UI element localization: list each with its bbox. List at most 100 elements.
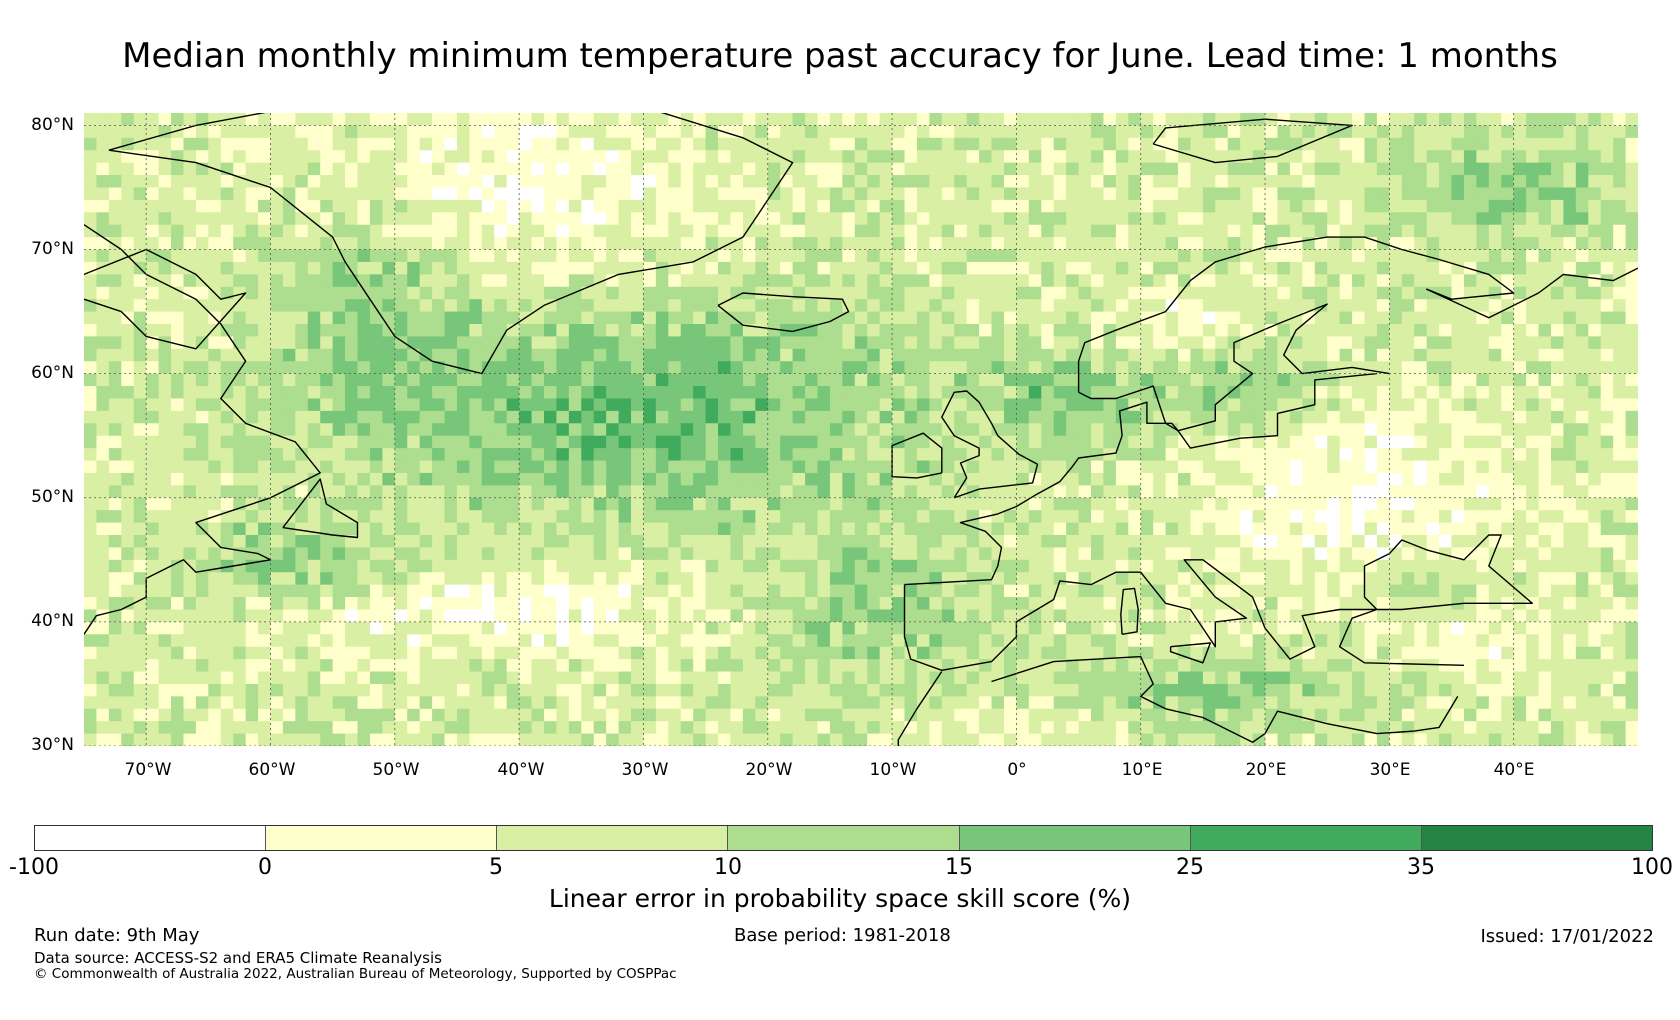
skill-cell (1464, 187, 1477, 200)
skill-cell (830, 597, 843, 610)
skill-cell (246, 398, 259, 411)
skill-cell (1414, 324, 1427, 337)
skill-cell (842, 448, 855, 461)
skill-cell (1103, 498, 1116, 511)
skill-cell (358, 461, 371, 474)
skill-cell (1539, 473, 1552, 486)
skill-cell (1402, 585, 1415, 598)
skill-cell (1514, 250, 1527, 263)
skill-cell (755, 585, 768, 598)
skill-cell (519, 262, 532, 275)
skill-cell (1029, 448, 1042, 461)
skill-cell (258, 473, 271, 486)
skill-cell (1626, 448, 1638, 461)
skill-cell (432, 461, 445, 474)
skill-cell (482, 547, 495, 560)
skill-cell (1178, 299, 1191, 312)
skill-cell (768, 212, 781, 225)
skill-cell (171, 175, 184, 188)
skill-cell (134, 336, 147, 349)
skill-cell (643, 200, 656, 213)
skill-cell (258, 200, 271, 213)
skill-cell (793, 312, 806, 325)
skill-cell (1091, 262, 1104, 275)
skill-cell (556, 386, 569, 399)
skill-cell (855, 535, 868, 548)
skill-cell (830, 448, 843, 461)
skill-cell (1079, 250, 1092, 263)
skill-cell (830, 436, 843, 449)
skill-cell (668, 324, 681, 337)
skill-cell (1514, 473, 1527, 486)
skill-cell (1228, 287, 1241, 300)
skill-cell (1576, 423, 1589, 436)
skill-cell (1029, 498, 1042, 511)
skill-cell (221, 250, 234, 263)
skill-cell (1563, 398, 1576, 411)
skill-cell (1613, 262, 1626, 275)
skill-cell (556, 250, 569, 263)
skill-cell (494, 163, 507, 176)
skill-cell (1004, 473, 1017, 486)
skill-cell (706, 200, 719, 213)
skill-cell (1066, 138, 1079, 151)
skill-cell (445, 336, 458, 349)
skill-cell (370, 187, 383, 200)
skill-cell (1340, 597, 1353, 610)
skill-cell (681, 324, 694, 337)
skill-cell (1340, 262, 1353, 275)
skill-cell (308, 175, 321, 188)
skill-cell (469, 448, 482, 461)
skill-cell (1253, 200, 1266, 213)
skill-cell (382, 411, 395, 424)
skill-cell (768, 349, 781, 362)
skill-cell (768, 250, 781, 263)
skill-cell (1128, 572, 1141, 585)
skill-cell (507, 436, 520, 449)
skill-cell (507, 212, 520, 225)
skill-cell (320, 473, 333, 486)
skill-cell (494, 324, 507, 337)
skill-cell (1389, 510, 1402, 523)
skill-cell (855, 113, 868, 126)
skill-cell (1327, 461, 1340, 474)
skill-cell (1464, 423, 1477, 436)
skill-cell (718, 212, 731, 225)
skill-cell (631, 113, 644, 126)
skill-cell (581, 324, 594, 337)
skill-cell (183, 535, 196, 548)
skill-cell (1166, 349, 1179, 362)
skill-cell (867, 473, 880, 486)
skill-cell (1514, 187, 1527, 200)
skill-cell (1563, 560, 1576, 573)
skill-cell (556, 312, 569, 325)
skill-cell (830, 361, 843, 374)
skill-cell (1489, 250, 1502, 263)
skill-cell (1514, 138, 1527, 151)
skill-cell (954, 336, 967, 349)
skill-cell (619, 547, 632, 560)
skill-cell (1352, 547, 1365, 560)
skill-cell (109, 547, 122, 560)
skill-cell (270, 398, 283, 411)
skill-cell (121, 485, 134, 498)
skill-cell (159, 312, 172, 325)
skill-cell (109, 361, 122, 374)
skill-cell (619, 212, 632, 225)
skill-cell (1464, 125, 1477, 138)
skill-cell (482, 597, 495, 610)
skill-cell (1427, 349, 1440, 362)
skill-cell (333, 237, 346, 250)
skill-cell (1265, 436, 1278, 449)
skill-cell (1128, 225, 1141, 238)
skill-cell (407, 436, 420, 449)
skill-cell (457, 150, 470, 163)
skill-cell (1215, 498, 1228, 511)
skill-cell (1414, 212, 1427, 225)
skill-cell (1203, 572, 1216, 585)
skill-cell (1452, 510, 1465, 523)
skill-cell (1290, 374, 1303, 387)
skill-cell (395, 237, 408, 250)
skill-cell (159, 138, 172, 151)
skill-cell (1414, 523, 1427, 536)
